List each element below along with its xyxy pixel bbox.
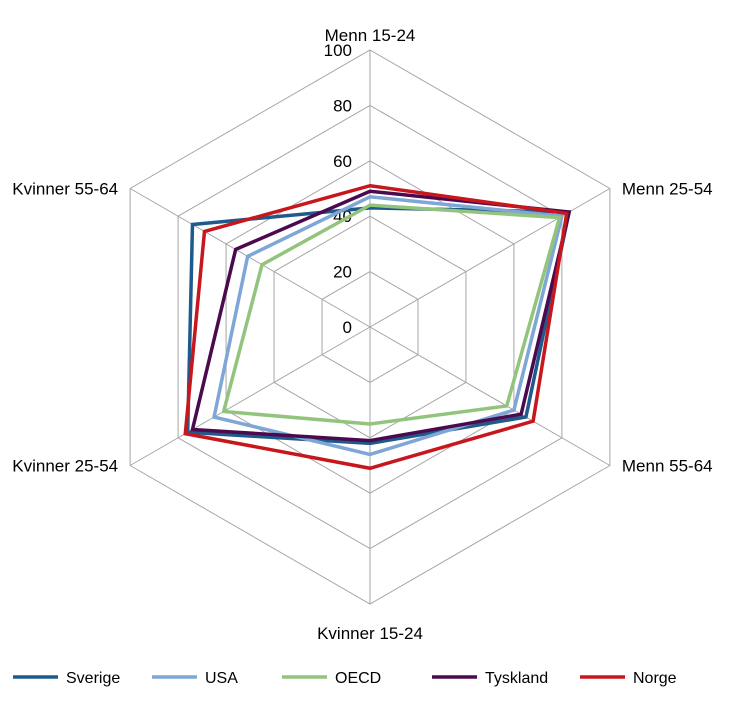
legend-label-norge: Norge xyxy=(633,670,677,687)
series-line-usa xyxy=(212,195,565,457)
tick-label: 80 xyxy=(333,96,352,115)
series-line-oecd xyxy=(221,203,562,426)
tick-label: 20 xyxy=(333,263,352,282)
series-line-tyskland xyxy=(190,189,572,443)
legend-label-oecd: OECD xyxy=(335,670,381,687)
axis-label-kvinner-25-54: Kvinner 25-54 xyxy=(12,457,118,476)
grid-spoke xyxy=(129,326,371,466)
tick-label: 100 xyxy=(324,41,352,60)
radar-grid xyxy=(129,49,611,605)
axis-label-menn-25-54: Menn 25-54 xyxy=(622,180,713,199)
grid-spoke xyxy=(129,188,371,328)
axis-label-kvinner-15-24: Kvinner 15-24 xyxy=(317,624,423,643)
axis-label-menn-55-64: Menn 55-64 xyxy=(622,457,713,476)
tick-label: 60 xyxy=(333,152,352,171)
series-line-norge xyxy=(183,183,569,471)
legend-label-sverige: Sverige xyxy=(66,670,120,687)
legend-label-tyskland: Tyskland xyxy=(485,670,548,687)
axis-label-kvinner-55-64: Kvinner 55-64 xyxy=(12,180,118,199)
legend: Sverige USA OECD Tyskland Norge xyxy=(13,670,677,687)
axis-labels: Menn 15-24 Menn 25-54 Menn 55-64 Kvinner 15… xyxy=(12,26,712,643)
series-layer xyxy=(183,183,572,471)
tick-label: 0 xyxy=(343,318,352,337)
legend-label-usa: USA xyxy=(205,670,238,687)
grid-spoke xyxy=(369,326,611,466)
axis-label-menn-15-24: Menn 15-24 xyxy=(325,26,416,45)
